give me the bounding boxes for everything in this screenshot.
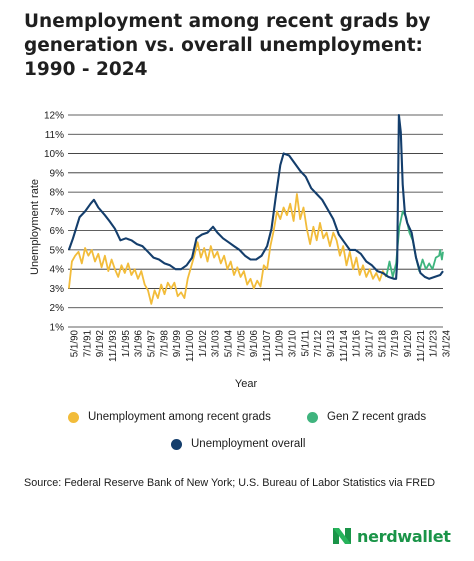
x-tick-label: 5/1/11: [300, 330, 311, 357]
legend-swatch-gen-z: [307, 411, 318, 423]
y-tick-label: 1%: [50, 323, 65, 334]
x-tick-label: 3/1/24: [442, 329, 453, 357]
chart-title: Unemployment among recent grads by gener…: [24, 11, 431, 80]
x-tick-labels: 5/1/90 7/1/91 9/1/92 11/1/93 1/1/95 3/1/96 5/1…: [70, 329, 453, 362]
x-tick-label: 11/1/07: [262, 330, 273, 362]
y-tick-label: 7%: [50, 207, 65, 218]
x-tick-label: 9/1/06: [249, 329, 260, 357]
x-tick-label: 5/1/97: [146, 330, 157, 357]
legend-item-overall: Unemployment overall: [171, 438, 305, 450]
line-chart: 1% 2% 3% 4% 5% 6% 7% 8% 9% 10% 11% 12% 5/1/90 7/1/91…: [29, 111, 453, 391]
x-tick-label: 5/1/04: [223, 329, 234, 357]
x-tick-label: 11/1/14: [339, 329, 350, 362]
nerdwallet-n-icon: [333, 528, 351, 544]
grid-lines: [68, 114, 443, 328]
x-tick-label: 5/1/18: [377, 329, 388, 357]
y-tick-label: 8%: [50, 188, 65, 199]
x-tick-label: 9/1/92: [95, 330, 106, 357]
x-tick-label: 7/1/98: [159, 329, 170, 357]
series-lines: [67, 113, 444, 305]
legend-swatch-overall: [171, 438, 182, 450]
x-tick-label: 1/1/23: [429, 329, 440, 357]
x-tick-label: 11/1/21: [416, 330, 427, 362]
series-line-unemployment-among-recent-grads: [68, 193, 387, 305]
legend-swatch-recent-grads: [68, 411, 79, 423]
legend-item-gen-z: Gen Z recent grads: [307, 411, 426, 423]
x-tick-label: 9/1/99: [172, 330, 183, 357]
x-tick-label: 3/1/17: [365, 330, 376, 357]
legend-label-recent-grads: Unemployment among recent grads: [88, 411, 271, 423]
x-tick-label: 11/1/93: [108, 329, 119, 362]
x-axis-label: Year: [235, 378, 258, 390]
legend-label-gen-z: Gen Z recent grads: [327, 411, 427, 423]
x-tick-label: 7/1/05: [236, 329, 247, 357]
y-axis-label: Unemployment rate: [29, 179, 41, 275]
y-tick-label: 10%: [44, 149, 64, 160]
x-tick-label: 7/1/91: [82, 330, 93, 357]
x-tick-label: 3/1/03: [211, 329, 222, 357]
series-line-unemployment-overall: [67, 113, 444, 280]
x-tick-label: 7/1/19: [390, 330, 401, 357]
x-tick-label: 3/1/10: [288, 329, 299, 357]
nerdwallet-logo: nerdwallet: [331, 525, 451, 547]
y-tick-label: 12%: [44, 111, 64, 122]
x-tick-label: 7/1/12: [313, 330, 324, 357]
x-tick-label: 5/1/90: [70, 329, 81, 357]
y-tick-labels: 1% 2% 3% 4% 5% 6% 7% 8% 9% 10% 11% 12%: [44, 111, 64, 334]
y-tick-label: 2%: [50, 303, 65, 314]
x-tick-label: 3/1/96: [134, 329, 145, 357]
x-tick-label: 1/1/09: [275, 330, 286, 357]
legend-item-recent-grads: Unemployment among recent grads: [68, 411, 271, 423]
x-tick-label: 1/1/95: [121, 329, 132, 357]
x-tick-label: 1/1/16: [352, 329, 363, 357]
legend-label-overall: Unemployment overall: [191, 438, 306, 450]
x-tick-label: 11/1/00: [185, 329, 196, 362]
y-tick-label: 11%: [45, 130, 64, 141]
y-tick-label: 5%: [50, 245, 65, 256]
y-tick-label: 9%: [50, 168, 65, 179]
source-note: Source: Federal Reserve Bank of New York…: [24, 477, 436, 489]
x-tick-label: 1/1/02: [198, 330, 209, 357]
y-tick-label: 4%: [50, 265, 65, 276]
y-tick-label: 3%: [50, 284, 65, 295]
x-tick-label: 9/1/13: [326, 329, 337, 357]
y-tick-label: 6%: [50, 226, 65, 237]
brand-wordmark: nerdwallet: [357, 526, 451, 546]
x-tick-label: 9/1/20: [403, 329, 414, 357]
